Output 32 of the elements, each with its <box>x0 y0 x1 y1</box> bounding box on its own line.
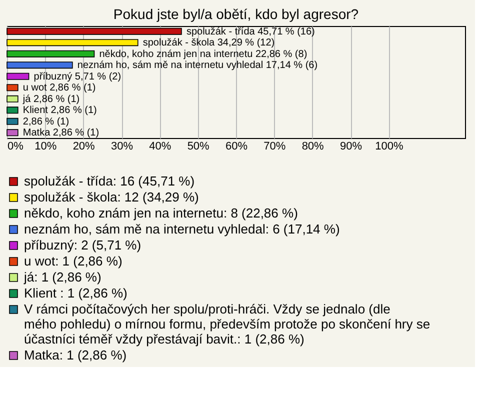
x-tick-label: 20% <box>72 140 96 152</box>
data-label: spolužák - třída 45,71 % (16) <box>186 26 315 38</box>
legend-label: spolužák - škola: 12 (34,29 %) <box>24 190 199 204</box>
x-tick-label: 30% <box>110 140 134 152</box>
x-tick-label: 100% <box>375 140 404 152</box>
x-tick-label: 70% <box>264 140 286 152</box>
data-label: neznám ho, sám mě na internetu vyhledal 17,14 % (6) <box>77 60 318 72</box>
x-tick-label: 80% <box>302 140 324 152</box>
data-label: Matka 2,86 % (1) <box>22 128 100 139</box>
x-tick-label: 50% <box>187 140 210 152</box>
data-label: někdo, koho znám jen na internetu 22,86 % (8) <box>99 48 308 60</box>
legend-label: neznám ho, sám mě na internetu vyhledal: 6 (17,14 %) <box>24 222 340 236</box>
legend-label: spolužák - třída: 16 (45,71 %) <box>24 174 195 188</box>
data-label: spolužák - škola 34,29 % (12) <box>142 38 275 49</box>
x-tick-label: 40% <box>149 140 172 152</box>
data-label: já 2,86 % (1) <box>22 94 80 105</box>
legend-label: někdo, koho znám jen na internetu: 8 (22,86 %) <box>24 206 298 220</box>
x-tick-label: 10% <box>34 140 57 152</box>
data-label: příbuzný 5,71 % (2) <box>34 71 122 82</box>
chart-title: Pokud jste byl/a obětí, kdo byl agresor? <box>113 6 359 22</box>
x-tick-label: 60% <box>225 140 248 152</box>
data-label: Klient 2,86 % (1) <box>22 105 97 116</box>
data-label: 2,86 % (1) <box>22 116 70 128</box>
legend-label: já: 1 (2,86 %) <box>23 270 102 284</box>
x-tick-label: 90% <box>340 140 362 152</box>
data-label: u wot 2,86 % (1) <box>22 82 96 94</box>
legend-label: příbuzný: 2 (5,71 %) <box>24 238 142 252</box>
legend-label: Matka: 1 (2,86 %) <box>24 348 127 362</box>
x-tick-label: 0% <box>8 140 24 152</box>
legend-label: u wot: 1 (2,86 %) <box>24 254 122 268</box>
legend-label: V rámci počítačových her spolu/proti-hráči. Vždy se jednalo (dle mého pohledu) o mírnou formu, především protože po skončení hry se účastníci téměř vždy přestávají bavit.: 1 (2,86 %) <box>24 302 430 346</box>
legend-label: Klient : 1 (2,86 %) <box>24 286 128 300</box>
